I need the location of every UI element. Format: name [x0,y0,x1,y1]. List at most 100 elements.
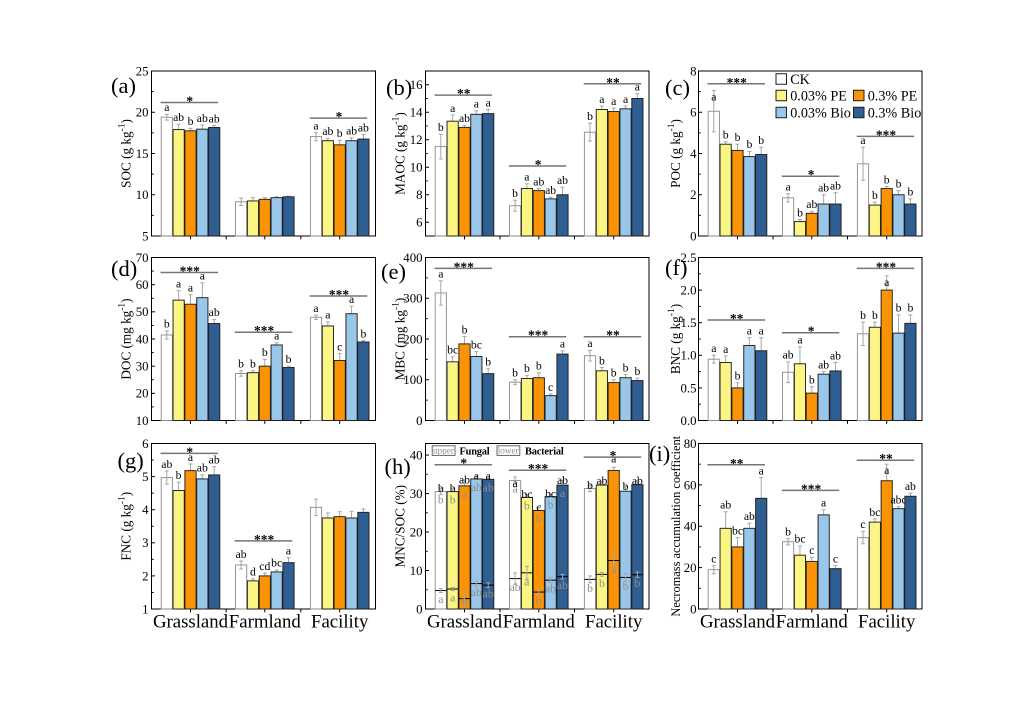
svg-text:0.0: 0.0 [681,414,697,428]
svg-text:b: b [548,499,554,512]
svg-text:a: a [486,470,492,483]
svg-text:a: a [438,593,444,606]
svg-text:ab: ab [557,474,568,487]
svg-text:a: a [884,276,890,289]
svg-text:20: 20 [684,561,697,575]
svg-text:a: a [524,171,530,184]
svg-text:ab: ab [358,121,369,134]
svg-text:ab: ab [557,174,568,187]
svg-text:b: b [599,354,605,367]
svg-text:bc: bc [447,344,458,357]
svg-text:100: 100 [403,373,422,387]
svg-text:a: a [462,488,468,501]
svg-text:SOC (g kg-1): SOC (g kg-1) [118,119,134,188]
svg-text:b: b [462,323,468,336]
svg-text:b: b [623,480,629,493]
svg-text:2: 2 [690,188,696,202]
svg-text:1: 1 [142,602,148,616]
svg-text:bc: bc [794,533,805,546]
svg-text:a: a [860,134,866,147]
svg-text:0.03% PE: 0.03% PE [790,89,847,105]
svg-text:ab: ab [818,182,829,195]
svg-text:c: c [833,552,838,565]
svg-text:b: b [735,370,741,383]
svg-text:b: b [599,577,605,590]
svg-text:***: *** [876,127,897,142]
svg-text:Necromass accumulation coeffic: Necromass accumulation coefficient [669,435,683,616]
svg-text:b: b [907,186,913,199]
svg-text:2.0: 2.0 [681,284,697,298]
svg-text:6: 6 [416,216,423,230]
svg-text:1.5: 1.5 [681,316,697,330]
svg-text:ab: ab [161,458,172,471]
svg-text:ab: ab [209,454,220,467]
svg-text:(a): (a) [111,73,136,98]
svg-text:BNC (g kg-1): BNC (g kg-1) [667,304,683,374]
svg-text:a: a [786,181,792,194]
svg-text:(c): (c) [665,75,690,100]
svg-text:ab: ab [720,499,731,512]
svg-text:Grassland: Grassland [153,612,229,633]
svg-text:a: a [747,325,753,338]
svg-text:400: 400 [403,251,422,265]
svg-text:b: b [238,358,244,371]
svg-text:0: 0 [690,229,696,243]
svg-text:200: 200 [403,332,422,346]
svg-text:a: a [587,337,593,350]
svg-text:c: c [548,381,553,394]
svg-text:b: b [536,595,542,608]
svg-text:80: 80 [684,437,697,451]
svg-text:b: b [884,173,890,186]
svg-text:30: 30 [410,487,423,501]
svg-text:a: a [513,477,519,490]
svg-text:Farmland: Farmland [229,612,302,633]
svg-text:***: *** [254,323,275,338]
svg-text:10: 10 [136,414,149,428]
svg-text:40: 40 [684,520,697,534]
svg-text:Facility: Facility [311,612,369,633]
svg-text:b: b [587,582,593,595]
svg-text:b: b [286,353,292,366]
svg-text:14: 14 [410,106,423,120]
svg-text:ab: ab [557,579,568,592]
svg-text:a: a [599,93,605,106]
svg-text:c: c [711,552,716,565]
svg-text:**: ** [879,451,893,466]
svg-text:40: 40 [136,332,149,346]
svg-text:MNC/SOC (%): MNC/SOC (%) [393,485,408,567]
svg-text:12: 12 [410,133,423,147]
svg-text:abc: abc [890,493,906,506]
svg-text:ab: ab [744,510,755,523]
svg-text:b: b [438,494,444,507]
svg-text:a: a [759,464,765,477]
svg-text:c: c [809,544,814,557]
svg-text:a: a [313,119,319,132]
svg-text:16: 16 [410,78,423,92]
svg-text:8: 8 [416,188,422,202]
svg-text:*: * [460,456,467,471]
svg-text:b: b [872,309,878,322]
svg-text:b: b [611,367,617,380]
svg-text:a: a [623,93,629,106]
svg-text:b: b [360,327,366,340]
svg-text:a: a [797,334,803,347]
svg-text:bc: bc [271,557,282,570]
svg-text:b: b [462,596,468,609]
svg-text:b: b [872,189,878,202]
svg-text:*: * [610,448,617,463]
svg-text:ab: ab [209,112,220,125]
svg-text:ab: ab [197,112,208,125]
svg-text:a: a [200,270,206,283]
svg-text:c: c [536,501,541,514]
svg-text:60: 60 [684,478,697,492]
svg-text:b: b [746,138,752,151]
svg-text:a: a [349,293,355,306]
svg-text:b: b [524,362,530,375]
svg-text:***: *** [454,259,475,274]
svg-text:2: 2 [142,569,148,583]
svg-text:ab: ab [483,481,494,494]
svg-text:30: 30 [136,360,149,374]
svg-text:b: b [524,499,530,512]
svg-text:a: a [474,469,480,482]
svg-text:lower: lower [498,445,519,455]
